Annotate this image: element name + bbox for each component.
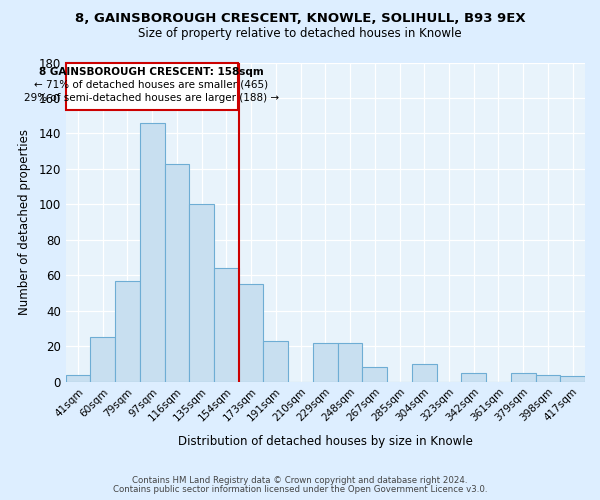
Bar [461,373,486,382]
Y-axis label: Number of detached properties: Number of detached properties [19,129,31,315]
Bar [239,284,263,382]
Bar [412,364,437,382]
Bar [140,123,164,382]
Text: 8 GAINSBOROUGH CRESCENT: 158sqm: 8 GAINSBOROUGH CRESCENT: 158sqm [39,68,264,78]
Bar [560,376,585,382]
Text: ← 71% of detached houses are smaller (465): ← 71% of detached houses are smaller (46… [34,80,269,90]
Bar [91,338,115,382]
Bar [313,342,338,382]
Bar [189,204,214,382]
Bar [65,374,91,382]
Text: Contains public sector information licensed under the Open Government Licence v3: Contains public sector information licen… [113,485,487,494]
X-axis label: Distribution of detached houses by size in Knowle: Distribution of detached houses by size … [178,434,473,448]
Bar [511,373,536,382]
Bar [214,268,239,382]
Bar [338,342,362,382]
Bar [115,280,140,382]
Bar [164,164,189,382]
Text: Size of property relative to detached houses in Knowle: Size of property relative to detached ho… [138,28,462,40]
Text: 29% of semi-detached houses are larger (188) →: 29% of semi-detached houses are larger (… [24,93,279,103]
Text: 8, GAINSBOROUGH CRESCENT, KNOWLE, SOLIHULL, B93 9EX: 8, GAINSBOROUGH CRESCENT, KNOWLE, SOLIHU… [74,12,526,26]
Bar [362,368,387,382]
Bar [536,374,560,382]
Text: Contains HM Land Registry data © Crown copyright and database right 2024.: Contains HM Land Registry data © Crown c… [132,476,468,485]
FancyBboxPatch shape [65,62,238,110]
Bar [263,341,288,382]
